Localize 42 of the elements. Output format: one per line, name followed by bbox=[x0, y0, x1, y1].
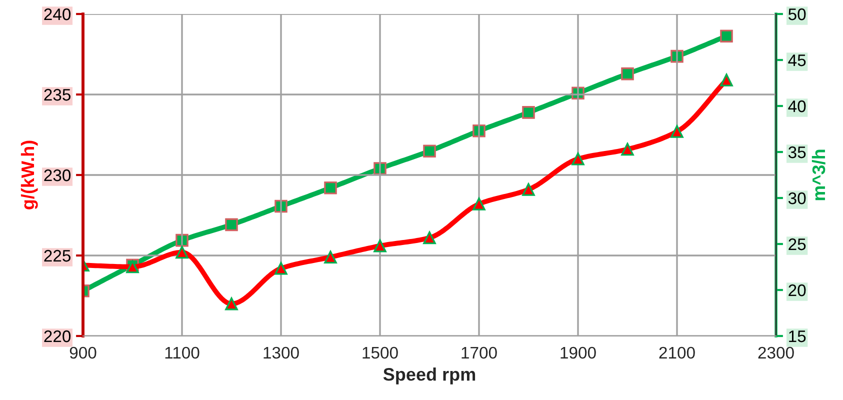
y2-tick-label: 15 bbox=[789, 330, 806, 342]
point bbox=[720, 30, 733, 42]
y2-tick-label: 25 bbox=[788, 238, 806, 250]
x-tick-label: 900 bbox=[70, 346, 96, 359]
y2-axis-title: m^3/h bbox=[812, 150, 826, 200]
point bbox=[374, 239, 386, 252]
point bbox=[472, 198, 486, 210]
x-tick-label: 2300 bbox=[758, 346, 794, 359]
point bbox=[720, 74, 733, 86]
point bbox=[423, 144, 436, 158]
y-tick-label: 220 bbox=[44, 330, 71, 342]
x-tick-label: 1100 bbox=[165, 346, 200, 359]
point bbox=[621, 67, 634, 80]
y-axis-title: g/(kW.h) bbox=[20, 140, 38, 210]
y-tick-label: 240 bbox=[44, 8, 71, 20]
point bbox=[522, 106, 535, 119]
x-tick-label: 2100 bbox=[659, 346, 695, 359]
x-tick-label: 1300 bbox=[264, 346, 299, 359]
x-tick-label: 1900 bbox=[560, 346, 596, 359]
point bbox=[176, 246, 188, 259]
point bbox=[621, 142, 634, 156]
y2-tick-label: 30 bbox=[788, 192, 806, 204]
point bbox=[670, 125, 684, 138]
point bbox=[522, 183, 535, 196]
y-tick-label: 225 bbox=[44, 250, 70, 262]
x-axis-title: Speed rpm bbox=[383, 368, 476, 384]
point bbox=[324, 250, 337, 264]
y-tick-label: 230 bbox=[44, 169, 71, 182]
point bbox=[572, 152, 584, 166]
point bbox=[274, 262, 288, 275]
point bbox=[324, 181, 337, 194]
x-tick-label: 1500 bbox=[362, 346, 398, 359]
y2-tick-label: 45 bbox=[788, 54, 806, 66]
y2-tick-label: 20 bbox=[788, 284, 806, 296]
point bbox=[225, 218, 238, 232]
y2-tick-label: 40 bbox=[788, 100, 806, 112]
point bbox=[225, 297, 238, 310]
y2-tick-label: 50 bbox=[788, 8, 806, 20]
point bbox=[423, 231, 436, 244]
y-tick-label: 235 bbox=[44, 88, 70, 101]
x-tick-label: 1700 bbox=[462, 346, 497, 359]
y2-tick-label: 35 bbox=[788, 146, 806, 158]
